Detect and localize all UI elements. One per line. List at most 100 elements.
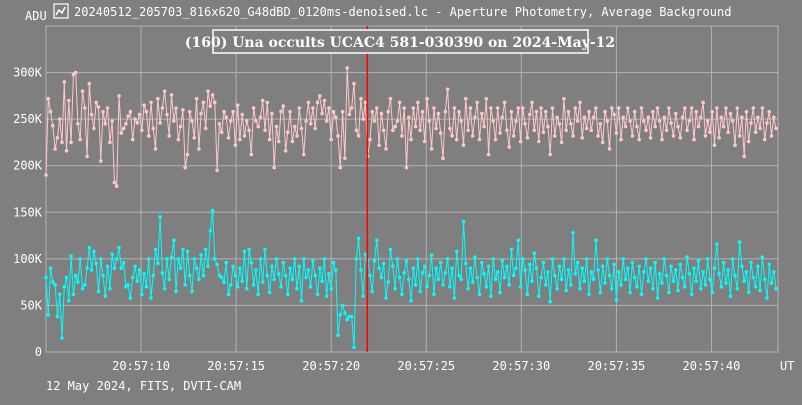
series-0-point (473, 115, 477, 120)
series-1-point (762, 277, 767, 282)
series-1-point (495, 270, 500, 274)
series-1-point (324, 294, 329, 298)
series-1-point (190, 289, 194, 294)
series-0-point (153, 147, 158, 151)
series-1-point (671, 279, 676, 284)
series-1-point (89, 268, 94, 272)
series-0-point (657, 119, 662, 123)
series-1-point (327, 272, 331, 276)
series-1-point (62, 285, 67, 289)
series-0-point (384, 147, 388, 151)
series-1-point (603, 281, 607, 285)
series-0-point (363, 100, 368, 105)
series-0-point (146, 134, 151, 138)
series-1-point (245, 286, 249, 291)
series-1-point (744, 270, 749, 274)
series-1-point (267, 290, 272, 295)
series-0-point (573, 106, 578, 110)
series-0-point (183, 165, 187, 170)
series-0-point (632, 109, 637, 114)
series-1-point (224, 260, 228, 265)
series-0-point (470, 134, 475, 138)
series-0-point (178, 124, 183, 129)
series-1-point (420, 271, 425, 275)
series-0-point (575, 119, 580, 123)
series-1-point (639, 292, 644, 297)
series-1-point (438, 260, 443, 265)
series-1-point (530, 279, 534, 284)
series-0-point (644, 128, 648, 133)
series-0-point (559, 140, 564, 145)
series-1-point (130, 275, 135, 280)
series-1-point (566, 268, 571, 272)
series-1-point (288, 266, 292, 271)
series-0-point (461, 143, 466, 147)
series-1-point (646, 279, 651, 284)
series-1-point (76, 280, 80, 284)
series-1-point (630, 260, 635, 265)
series-0-point (340, 109, 345, 114)
series-0-point (735, 106, 740, 110)
series-0-point (475, 100, 480, 105)
series-0-point (67, 98, 71, 103)
series-1-point (149, 296, 153, 300)
series-1-point (338, 312, 343, 317)
series-0-point (740, 115, 744, 120)
series-1-point (573, 272, 578, 276)
series-1-point (372, 258, 377, 263)
series-1-point (388, 247, 393, 252)
series-1-point (632, 275, 637, 280)
series-0-point (240, 112, 244, 117)
series-0-point (169, 93, 174, 97)
series-0-point (728, 111, 733, 116)
series-1-point (397, 275, 402, 280)
series-1-point (96, 289, 101, 294)
series-1-point (83, 283, 87, 287)
series-0-point (304, 119, 308, 123)
series-0-point (336, 134, 340, 138)
series-0-point (96, 105, 101, 109)
series-0-point (242, 134, 247, 138)
series-0-point (89, 112, 94, 117)
series-0-point (418, 128, 423, 133)
series-1-point (468, 266, 473, 271)
series-0-point (518, 139, 523, 144)
series-1-point (99, 257, 103, 261)
series-1-point (199, 253, 203, 257)
series-0-point (498, 131, 502, 135)
series-1-point (719, 285, 724, 289)
series-0-point (87, 81, 92, 86)
series-1-point (222, 280, 226, 284)
series-0-point (208, 104, 213, 108)
series-1-point (183, 283, 187, 287)
series-1-point (493, 277, 498, 282)
series-1-point (482, 272, 486, 276)
series-1-point (108, 286, 112, 291)
series-0-point (174, 106, 178, 110)
series-1-point (660, 281, 664, 285)
series-0-point (534, 109, 539, 114)
series-1-point (600, 264, 605, 269)
series-0-point (648, 136, 653, 140)
series-1-point (740, 264, 744, 269)
series-1-point (680, 275, 685, 280)
series-1-point (308, 285, 313, 289)
series-1-point (238, 266, 242, 271)
series-0-point (514, 119, 518, 123)
series-0-point (254, 119, 258, 123)
series-0-point (356, 134, 361, 138)
series-1-point (51, 280, 55, 284)
series-1-point (591, 277, 596, 282)
series-0-point (404, 165, 409, 170)
series-0-point (48, 109, 53, 114)
series-0-point (673, 111, 678, 116)
series-1-point (470, 280, 475, 284)
series-1-point (242, 249, 247, 254)
series-1-point (575, 260, 580, 265)
series-1-point (518, 285, 523, 289)
series-1-point (769, 281, 774, 285)
series-0-point (286, 130, 290, 134)
series-1-point (263, 247, 267, 252)
series-1-point (765, 296, 769, 300)
series-0-point (571, 134, 575, 138)
